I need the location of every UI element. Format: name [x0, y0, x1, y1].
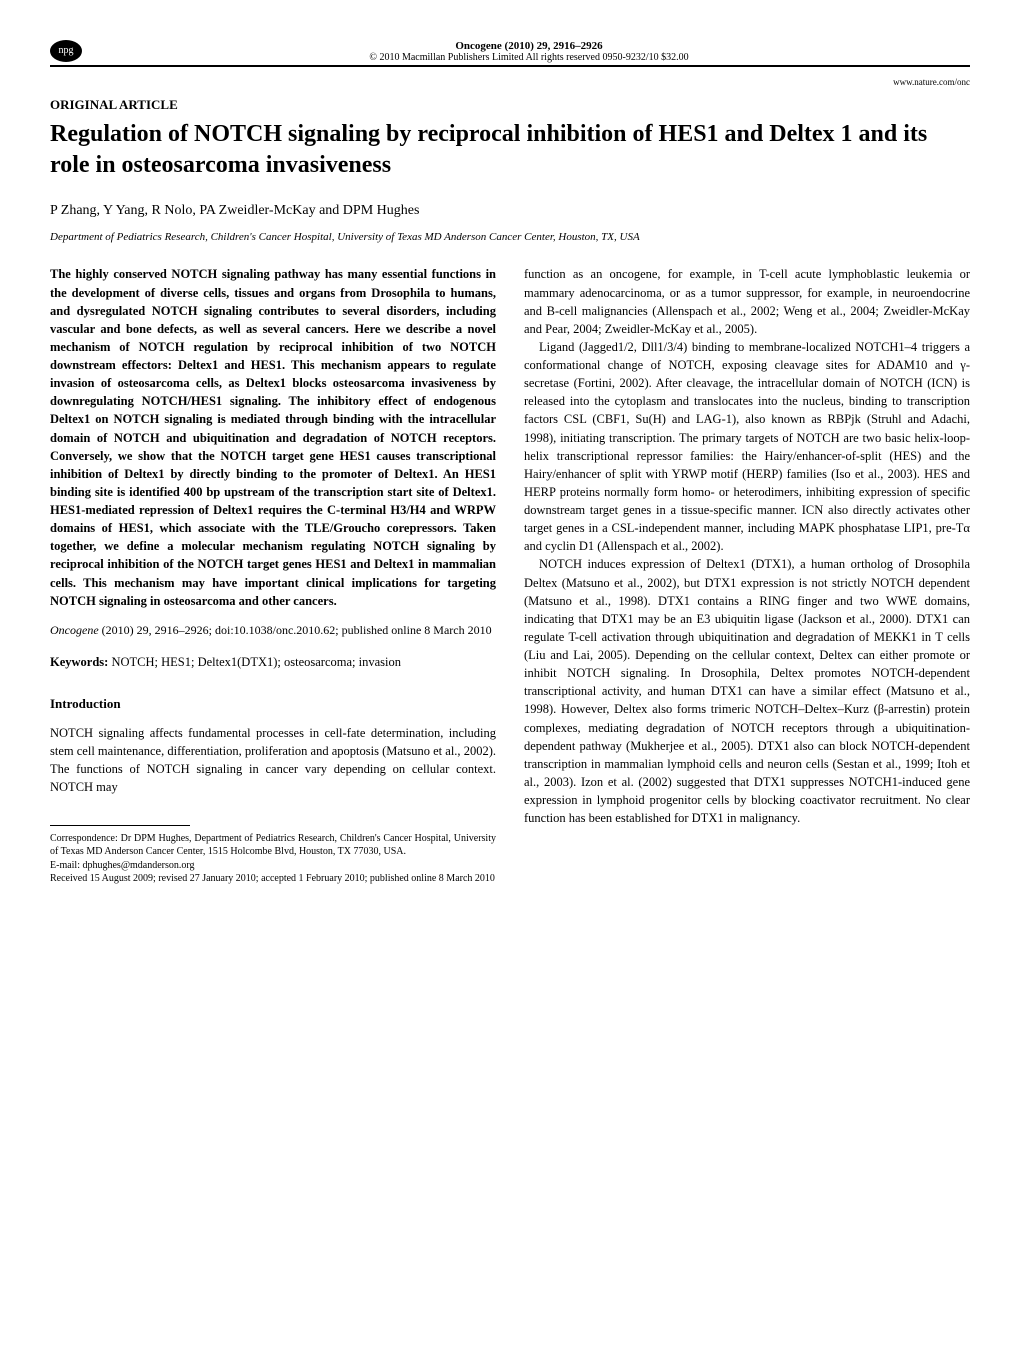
- header-rule: [50, 65, 970, 67]
- body-paragraph-r1: function as an oncogene, for example, in…: [524, 265, 970, 338]
- author-list: P Zhang, Y Yang, R Nolo, PA Zweidler-McK…: [50, 203, 970, 219]
- affiliation: Department of Pediatrics Research, Child…: [50, 231, 970, 243]
- keywords-label: Keywords:: [50, 655, 108, 669]
- header-center: Oncogene (2010) 29, 2916–2926 © 2010 Mac…: [88, 40, 970, 63]
- keywords-block: Keywords: NOTCH; HES1; Deltex1(DTX1); os…: [50, 653, 496, 671]
- journal-url: www.nature.com/onc: [50, 77, 970, 87]
- correspondence-dates: Received 15 August 2009; revised 27 Janu…: [50, 872, 496, 886]
- left-column: The highly conserved NOTCH signaling pat…: [50, 265, 496, 885]
- abstract: The highly conserved NOTCH signaling pat…: [50, 265, 496, 609]
- npg-badge: npg: [50, 40, 82, 62]
- article-title: Regulation of NOTCH signaling by recipro…: [50, 119, 970, 181]
- body-paragraph-r3: NOTCH induces expression of Deltex1 (DTX…: [524, 555, 970, 827]
- intro-paragraph-left: NOTCH signaling affects fundamental proc…: [50, 724, 496, 797]
- article-type: ORIGINAL ARTICLE: [50, 97, 970, 113]
- citation-rest: (2010) 29, 2916–2926; doi:10.1038/onc.20…: [99, 623, 492, 637]
- two-column-layout: The highly conserved NOTCH signaling pat…: [50, 265, 970, 885]
- correspondence-rule: [50, 825, 190, 826]
- copyright-line: © 2010 Macmillan Publishers Limited All …: [88, 52, 970, 63]
- body-paragraph-r2: Ligand (Jagged1/2, Dll1/3/4) binding to …: [524, 338, 970, 556]
- citation: Oncogene (2010) 29, 2916–2926; doi:10.10…: [50, 622, 496, 639]
- citation-journal: Oncogene: [50, 623, 99, 637]
- publisher-badge-wrap: npg: [50, 40, 88, 62]
- correspondence-block: Correspondence: Dr DPM Hughes, Departmen…: [50, 832, 496, 886]
- journal-line: Oncogene (2010) 29, 2916–2926: [88, 40, 970, 52]
- correspondence-address: Correspondence: Dr DPM Hughes, Departmen…: [50, 832, 496, 859]
- right-column: function as an oncogene, for example, in…: [524, 265, 970, 885]
- header-row: npg Oncogene (2010) 29, 2916–2926 © 2010…: [50, 40, 970, 63]
- keywords-list: NOTCH; HES1; Deltex1(DTX1); osteosarcoma…: [108, 655, 401, 669]
- section-heading-introduction: Introduction: [50, 695, 496, 714]
- correspondence-email: E-mail: dphughes@mdanderson.org: [50, 859, 496, 873]
